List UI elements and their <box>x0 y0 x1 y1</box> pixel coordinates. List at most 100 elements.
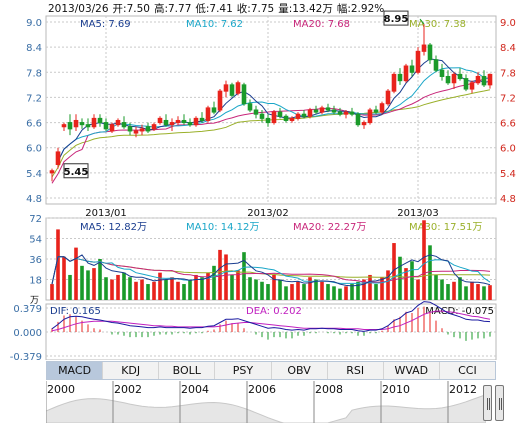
date-tick-label: 2013/02 <box>247 208 289 219</box>
timeline-area-chart <box>45 381 487 427</box>
candle-body <box>409 65 415 73</box>
volume-bar <box>140 279 144 300</box>
stock-chart[interactable]: 9.0 9.08.4 8.47.8 7.87.2 7.26.6 6.66.0 6.05.4 5… <box>0 0 520 360</box>
macd-tick: 0.379 <box>13 304 42 315</box>
volume-bar <box>56 229 60 300</box>
timeline-area <box>45 394 487 427</box>
candle-body <box>271 111 277 124</box>
price-tick-right: 5.4 <box>500 169 516 180</box>
candle-body <box>259 113 265 119</box>
candle-body <box>187 122 193 126</box>
candle-body <box>157 117 163 124</box>
candle-body <box>139 128 145 132</box>
volume-bar <box>338 288 342 300</box>
info-line: 2013/03/26 开:7.50 高:7.77 低:7.41 收:7.75 量:13.4… <box>48 1 388 15</box>
volume-bar <box>488 285 492 300</box>
candle-body <box>163 119 169 126</box>
candle-body <box>373 109 379 113</box>
candle-body <box>415 50 421 73</box>
candle-body <box>73 119 79 128</box>
volume-bar <box>68 274 72 300</box>
candle-body <box>379 103 385 113</box>
tab-cci[interactable]: CCI <box>458 364 477 377</box>
volume-ma10-line <box>51 256 491 285</box>
candle-body <box>193 117 199 126</box>
volume-bar <box>98 259 102 300</box>
volume-bar <box>212 265 216 300</box>
volume-bar <box>326 284 330 300</box>
tab-rsi[interactable]: RSI <box>328 362 384 379</box>
tab-wvad[interactable]: WVAD <box>384 362 440 379</box>
volume-bar <box>392 243 396 300</box>
tab-obv[interactable]: OBV <box>272 362 328 379</box>
timeline-navigator[interactable]: 2000 2002 2004 2006 2008 2010 2012 <box>45 381 487 427</box>
candle-body <box>235 82 241 94</box>
volume-bar <box>272 274 276 300</box>
volume-bar <box>50 284 54 300</box>
timeline-year-label: 2004 <box>181 383 209 396</box>
volume-bar <box>422 220 426 300</box>
volume-tick: 36 <box>29 255 42 266</box>
volume-bar <box>290 284 294 300</box>
tab-kdj[interactable]: KDJ <box>103 362 160 379</box>
candle-body <box>103 122 109 130</box>
tab-boll[interactable]: BOLL <box>159 362 216 379</box>
macd-value-label: MACD: -0.075 <box>425 306 494 317</box>
candle-body <box>355 113 361 126</box>
candle-body <box>205 107 211 121</box>
volume-bar <box>224 254 228 300</box>
macd-dea-label: DEA: 0.202 <box>246 306 302 317</box>
range-handle-right[interactable] <box>495 385 504 421</box>
candle-body <box>325 107 331 111</box>
price-ma-label: MA10: 7.62 <box>186 19 243 30</box>
volume-bar <box>236 270 240 300</box>
volume-bar <box>446 284 450 300</box>
price-tick-left: 4.8 <box>26 194 42 205</box>
price-tick-left: 6.0 <box>26 144 42 155</box>
volume-bar <box>350 284 354 300</box>
candle-body <box>343 111 349 115</box>
timeline-year-label: 2008 <box>315 383 343 396</box>
candle-body <box>265 117 271 124</box>
ma30-line <box>51 89 491 178</box>
candle-body <box>115 119 121 126</box>
date-tick-label: 2013/01 <box>85 208 127 219</box>
candle-body <box>55 151 61 165</box>
candle-body <box>445 75 451 84</box>
volume-bar <box>92 268 96 300</box>
volume-tick: 54 <box>29 235 42 246</box>
dea-line <box>51 310 491 332</box>
candle-body <box>349 111 355 115</box>
price-tick-left: 8.4 <box>26 43 42 54</box>
candle-body <box>421 44 427 52</box>
candle-body <box>403 65 409 82</box>
candle-body <box>145 126 151 132</box>
candle-body <box>427 44 433 61</box>
max-price-box <box>383 10 409 26</box>
volume-bar <box>74 247 78 300</box>
timeline-year-label: 2010 <box>382 383 410 396</box>
volume-bar <box>356 281 360 300</box>
candle-body <box>277 111 283 117</box>
tab-macd[interactable]: MACD <box>47 362 104 379</box>
volume-bar <box>314 279 318 300</box>
volume-bar <box>254 279 258 300</box>
min-price-box <box>63 163 89 179</box>
range-handle-left[interactable] <box>483 385 492 421</box>
date-tick-label: 2013/03 <box>397 208 439 219</box>
candle-body <box>85 124 91 128</box>
tab-psy[interactable]: PSY <box>215 362 272 379</box>
min-price-label: 5.45 <box>64 167 89 178</box>
volume-bar <box>458 277 462 300</box>
max-pointer-line <box>419 18 425 25</box>
volume-bar <box>62 256 66 300</box>
volume-bar <box>368 274 372 300</box>
volume-bar <box>332 286 336 300</box>
volume-bar <box>122 272 126 300</box>
timeline-year-label: 2012 <box>449 383 477 396</box>
volume-bar <box>158 272 162 300</box>
candle-body <box>133 130 139 134</box>
candle-body <box>169 122 175 126</box>
candle-body <box>331 109 337 113</box>
volume-bar <box>404 268 408 300</box>
